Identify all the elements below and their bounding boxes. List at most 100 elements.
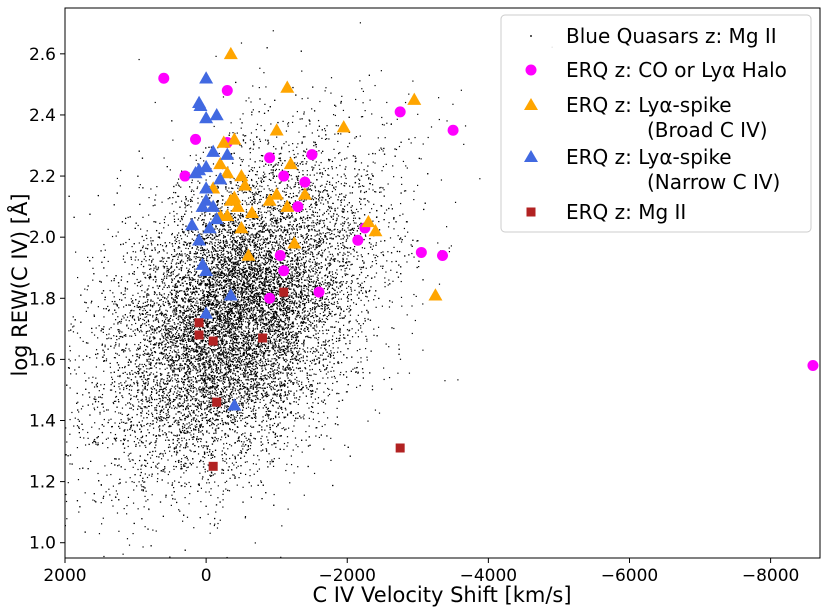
dot-point [159,401,161,403]
dot-point [248,203,250,205]
dot-point [265,197,267,199]
dot-point [278,335,281,337]
dot-point [227,304,229,306]
dot-point [251,426,253,428]
dot-point [165,413,167,415]
dot-point [191,403,194,405]
dot-point [307,249,309,251]
dot-point [345,247,347,249]
dot-point [171,351,173,353]
dot-point [275,185,277,187]
dot-point [232,247,234,249]
dot-point [244,249,246,251]
dot-point [314,164,316,166]
dot-point [93,407,95,409]
dot-point [187,289,189,291]
dot-point [169,291,171,293]
dot-point [307,335,309,337]
dot-point [297,383,299,385]
dot-point [182,340,184,343]
dot-point [288,368,290,370]
dot-point [253,260,255,262]
dot-point [282,190,284,192]
dot-point [66,441,68,443]
dot-point [322,232,324,234]
dot-point [264,139,267,141]
dot-point [144,464,146,467]
dot-point [150,188,152,190]
dot-point [76,276,79,279]
dot-point [270,389,273,391]
dot-point [254,187,256,189]
dot-point [209,310,211,312]
dot-point [174,344,176,347]
dot-point [252,255,254,257]
dot-point [190,242,192,244]
dot-point [263,72,265,74]
dot-point [228,308,231,310]
dot-point [310,321,312,324]
dot-point [231,339,233,341]
dot-point [203,160,205,162]
dot-point [159,420,161,422]
dot-point [274,317,277,320]
dot-point [240,398,242,400]
dot-point [388,376,391,379]
dot-point [159,363,161,365]
dot-point [209,355,211,357]
dot-point [133,318,135,320]
dot-point [258,364,261,366]
dot-point [147,405,150,407]
dot-point [399,202,402,205]
dot-point [187,310,189,312]
dot-point [101,523,103,525]
dot-point [328,251,330,253]
dot-point [352,274,354,276]
dot-point [236,240,239,242]
dot-point [156,455,158,458]
dot-point [233,272,235,274]
dot-point [262,269,264,271]
dot-point [297,177,299,179]
dot-point [165,244,168,247]
dot-point [201,308,203,310]
dot-point [144,388,146,390]
dot-point [280,351,282,353]
dot-point [233,264,235,266]
dot-point [185,199,187,201]
dot-point [296,258,298,260]
dot-point [286,375,288,377]
dot-point [132,502,135,504]
dot-point [221,313,223,315]
dot-point [264,103,266,105]
dot-point [213,256,215,259]
dot-point [288,151,290,153]
dot-point [221,281,223,284]
dot-point [287,266,290,268]
data-points [64,22,819,559]
dot-point [253,197,255,199]
dot-point [370,266,372,268]
dot-point [148,197,150,199]
dot-point [202,303,204,305]
dot-point [246,353,248,355]
dot-point [237,382,239,384]
dot-point [227,386,229,388]
dot-point [272,322,275,325]
dot-point [287,382,289,384]
dot-point [285,218,287,221]
dot-point [180,458,183,460]
dot-point [264,361,266,363]
dot-point [168,257,170,259]
dot-point [144,323,146,325]
dot-point [264,260,266,262]
dot-point [201,478,204,480]
dot-point [253,272,255,274]
dot-point [236,274,238,277]
dot-point [118,530,120,532]
dot-point [203,364,205,366]
dot-point [353,214,355,217]
dot-point [194,229,197,231]
dot-point [249,273,251,275]
dot-point [153,269,155,271]
